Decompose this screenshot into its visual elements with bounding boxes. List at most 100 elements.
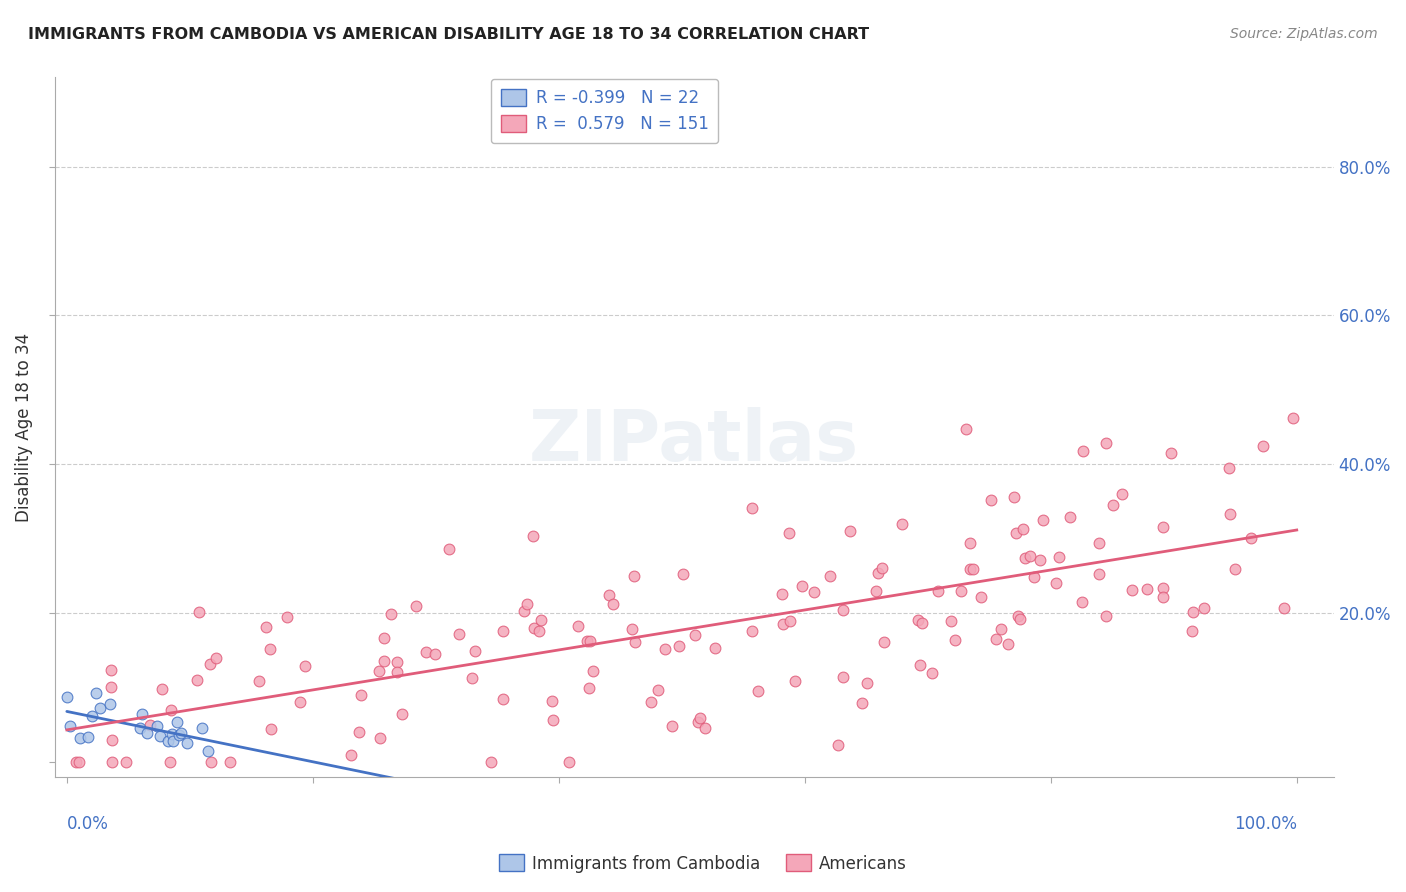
Point [984, 632, 1007, 646]
Point [959, 536, 981, 550]
Point [778, 526, 800, 541]
Point [1002, 490, 1025, 504]
Point [1004, 525, 1026, 540]
Point [523, 622, 546, 636]
Point [1251, 439, 1274, 453]
Point [138, 718, 160, 732]
Point [373, 654, 395, 668]
Point [558, 755, 581, 769]
Point [1045, 576, 1067, 591]
Text: 100.0%: 100.0% [1233, 815, 1296, 833]
Point [380, 607, 402, 621]
Point [186, 673, 208, 688]
Point [89, 701, 111, 715]
Point [167, 728, 190, 742]
Point [516, 597, 538, 611]
Point [447, 627, 470, 641]
Point [290, 695, 312, 709]
Point [741, 501, 763, 516]
Point [949, 584, 972, 599]
Point [98, 697, 121, 711]
Point [962, 562, 984, 576]
Point [373, 631, 395, 645]
Point [640, 695, 662, 709]
Point [530, 613, 553, 627]
Point [1012, 522, 1035, 536]
Point [1272, 601, 1295, 615]
Point [818, 569, 841, 583]
Point [747, 684, 769, 698]
Point [865, 583, 887, 598]
Legend: R = -0.399   N = 22, R =  0.579   N = 151: R = -0.399 N = 22, R = 0.579 N = 151 [491, 78, 718, 144]
Point [146, 719, 169, 733]
Point [1223, 562, 1246, 576]
Point [160, 703, 183, 717]
Point [69, 731, 91, 746]
Point [150, 682, 173, 697]
Point [647, 683, 669, 698]
Point [385, 655, 408, 669]
Text: IMMIGRANTS FROM CAMBODIA VS AMERICAN DISABILITY AGE 18 TO 34 CORRELATION CHART: IMMIGRANTS FROM CAMBODIA VS AMERICAN DIS… [28, 27, 869, 42]
Point [921, 665, 943, 680]
Point [1087, 536, 1109, 550]
Point [1071, 595, 1094, 609]
Point [959, 562, 981, 576]
Point [980, 493, 1002, 508]
Point [654, 642, 676, 657]
Point [162, 727, 184, 741]
Point [522, 529, 544, 543]
Point [159, 755, 181, 769]
Point [464, 644, 486, 658]
Point [1071, 444, 1094, 458]
Point [1160, 446, 1182, 460]
Point [910, 658, 932, 673]
Point [479, 755, 502, 769]
Point [191, 721, 214, 735]
Point [832, 602, 855, 616]
Y-axis label: Disability Age 18 to 34: Disability Age 18 to 34 [15, 333, 32, 522]
Point [623, 568, 645, 582]
Point [461, 671, 484, 685]
Point [1094, 435, 1116, 450]
Point [689, 711, 711, 725]
Point [955, 422, 977, 436]
Point [162, 734, 184, 748]
Point [247, 673, 270, 688]
Point [294, 659, 316, 673]
Point [1192, 601, 1215, 615]
Point [598, 588, 620, 602]
Point [491, 624, 513, 638]
Point [907, 614, 929, 628]
Point [1181, 624, 1204, 639]
Point [67, 755, 90, 769]
Point [704, 641, 727, 656]
Text: Source: ZipAtlas.com: Source: ZipAtlas.com [1230, 27, 1378, 41]
Point [1182, 605, 1205, 619]
Point [259, 641, 281, 656]
Point [939, 614, 962, 628]
Point [873, 635, 896, 649]
Point [1281, 411, 1303, 425]
Point [149, 729, 172, 743]
Point [1007, 609, 1029, 624]
Point [101, 733, 124, 747]
Point [200, 755, 222, 769]
Point [276, 610, 298, 624]
Point [368, 731, 391, 746]
Point [129, 721, 152, 735]
Point [866, 566, 889, 580]
Point [1014, 550, 1036, 565]
Point [1136, 582, 1159, 596]
Point [541, 693, 564, 707]
Point [770, 587, 793, 601]
Point [990, 622, 1012, 636]
Point [59, 719, 82, 733]
Point [176, 735, 198, 749]
Point [1121, 583, 1143, 598]
Text: 0.0%: 0.0% [67, 815, 108, 833]
Point [779, 615, 801, 629]
Point [911, 616, 934, 631]
Point [100, 680, 122, 694]
Point [169, 726, 191, 740]
Point [827, 739, 849, 753]
